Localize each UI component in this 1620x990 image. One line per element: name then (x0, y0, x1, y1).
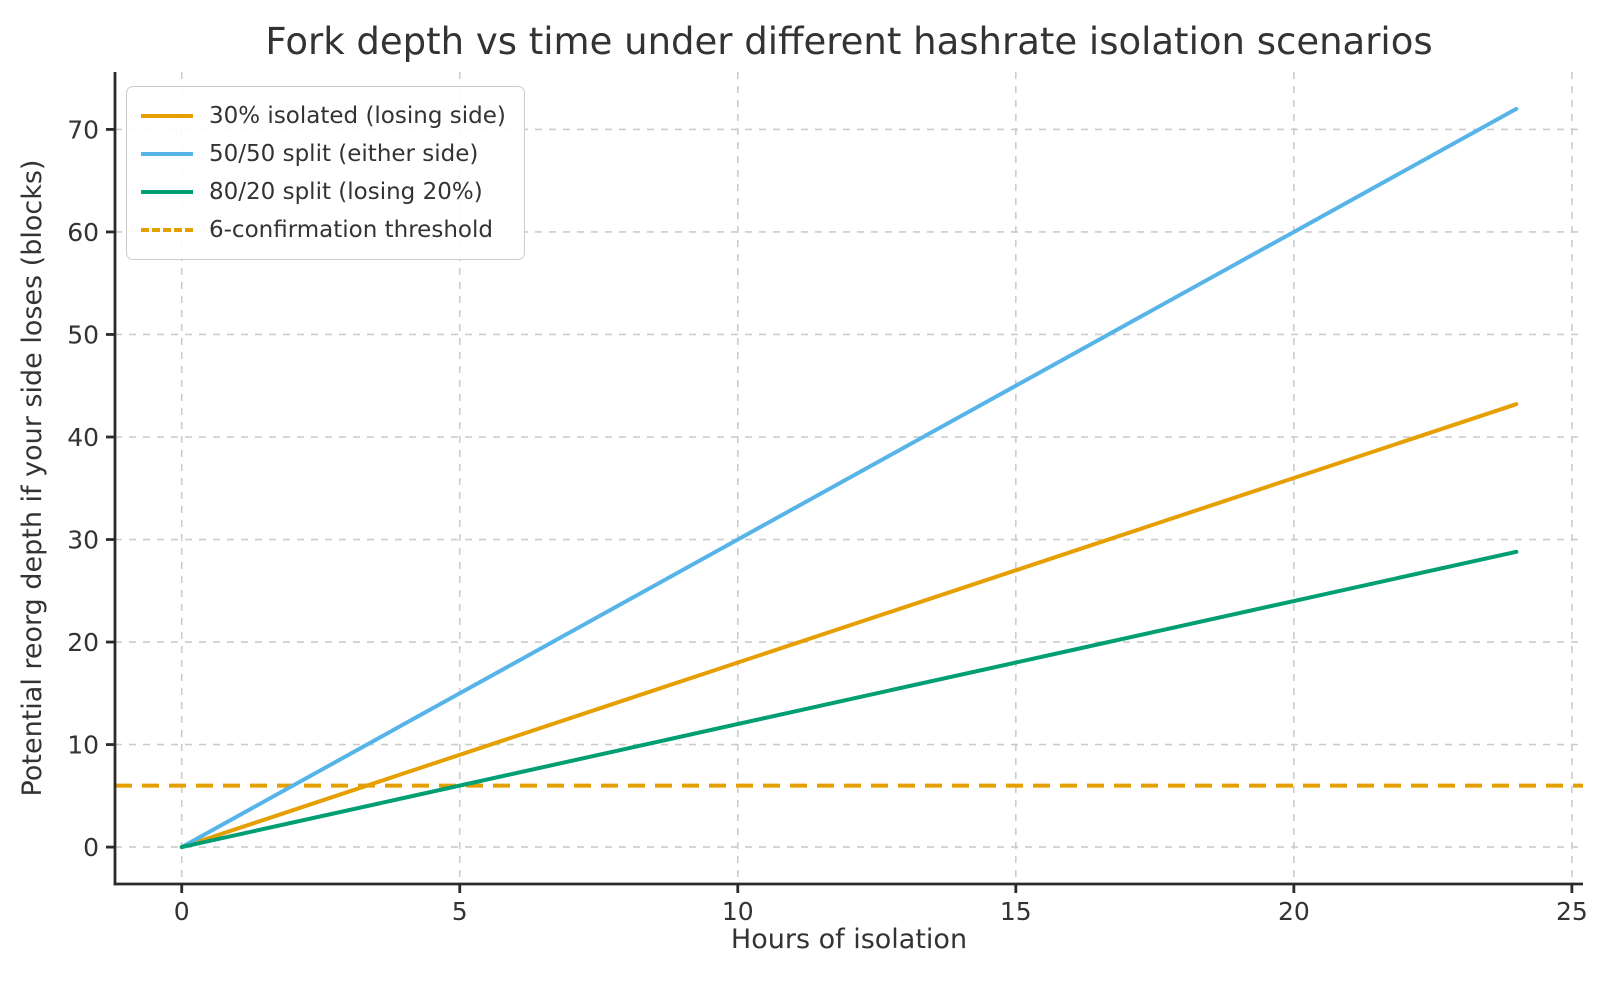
y-tick-label: 70 (67, 115, 99, 144)
x-tick-label: 15 (1000, 897, 1032, 926)
legend-swatch-solid-line (141, 190, 193, 194)
legend-label: 6-confirmation threshold (209, 217, 493, 243)
y-tick-label: 0 (83, 833, 99, 862)
x-tick-label: 25 (1556, 897, 1588, 926)
y-axis-label: Potential reorg depth if your side loses… (17, 159, 48, 797)
legend-swatch-solid-line (141, 152, 193, 156)
tick-labels: 0 5 10 15 20 25 0 10 20 30 40 50 60 70 (67, 115, 1588, 926)
x-tick-label: 0 (174, 897, 190, 926)
y-tick-label: 40 (67, 423, 99, 452)
legend: 30% isolated (losing side) 50/50 split (… (126, 86, 525, 260)
x-tick-label: 10 (722, 897, 754, 926)
legend-swatch-dashed-line (141, 228, 193, 232)
legend-label: 50/50 split (either side) (209, 141, 479, 167)
legend-label: 80/20 split (losing 20%) (209, 179, 483, 205)
legend-label: 30% isolated (losing side) (209, 103, 506, 129)
legend-item: 30% isolated (losing side) (141, 97, 506, 135)
series-line (179, 402, 1519, 850)
series-line (179, 106, 1519, 850)
axes-spines (113, 72, 1583, 886)
y-tick-label: 30 (67, 526, 99, 555)
x-tick-label: 20 (1278, 897, 1310, 926)
x-axis-label: Hours of isolation (730, 924, 968, 955)
y-tick-label: 60 (67, 218, 99, 247)
legend-swatch-solid-line (141, 114, 193, 118)
x-tick-label: 5 (452, 897, 468, 926)
chart-title: Fork depth vs time under different hashr… (265, 20, 1433, 63)
y-tick-label: 20 (67, 628, 99, 657)
series-line (179, 549, 1519, 850)
legend-item: 6-confirmation threshold (141, 211, 506, 249)
y-tick-label: 50 (67, 320, 99, 349)
y-tick-label: 10 (67, 731, 99, 760)
legend-item: 50/50 split (either side) (141, 135, 506, 173)
legend-item: 80/20 split (losing 20%) (141, 173, 506, 211)
tick-marks (106, 128, 1574, 893)
